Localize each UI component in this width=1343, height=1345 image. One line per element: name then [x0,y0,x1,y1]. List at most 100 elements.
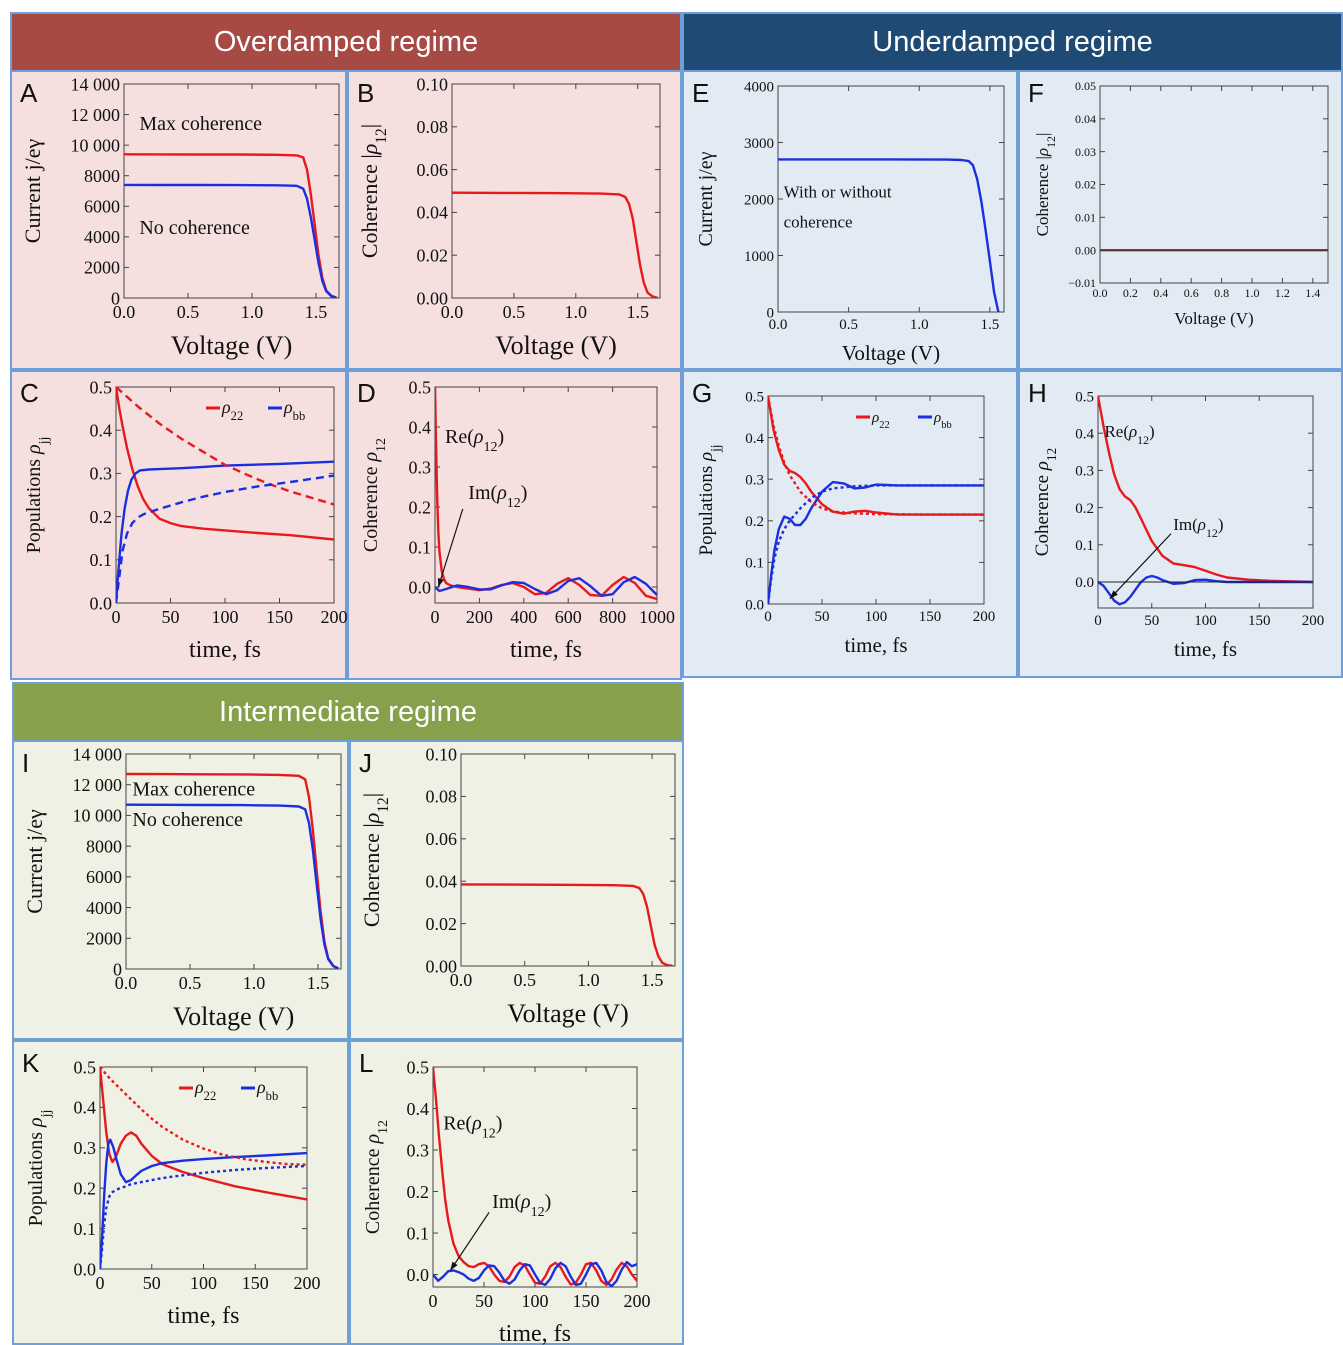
x-tick-label: 200 [973,609,996,625]
y-tick-label: 8000 [84,166,120,186]
y-tick-label: 4000 [84,227,120,247]
y-tick-label: 14 000 [71,74,121,94]
y-tick-label: 0 [767,305,775,321]
chart-F: 0.0 0.2 0.4 0.6 0.8 1.0 1.2 1.4 −0.01 0.00 0.01 0.0… [1033,79,1329,328]
y-tick-label: 0.4 [745,431,764,447]
chart-A: 0.0 0.5 1.0 1.5 0 2000 4000 6000 8000 10 000 12 00… [20,74,340,360]
y-axis-label: Current j/eγ [695,151,717,246]
annotation: Im(ρ12) [1173,515,1223,540]
x-tick-label: 100 [212,607,239,627]
series-group [452,191,658,298]
x-axis-label: Voltage (V) [1174,309,1253,328]
y-tick-label: 0 [111,288,120,308]
y-axis-label: Populations ρjj [25,1110,54,1227]
x-axis-label: time, fs [189,637,261,663]
y-tick-label: 0.00 [417,288,449,308]
y-tick-label: 0.0 [90,593,113,613]
legend-entry: ρ22 [871,410,890,431]
x-axis-label: Voltage (V) [507,999,629,1028]
panel-D: D 0 200 400 600 800 1000 0.0 0.1 0.2 0.3 0.4 0.5 time… [347,370,682,680]
y-tick-label: 0.2 [745,514,764,530]
annotation: With or without [784,182,892,201]
x-tick-label: 150 [242,1273,269,1293]
y-tick-label: 0.3 [74,1138,97,1158]
series-line-0 [1098,395,1313,584]
panel-label-B: B [357,78,375,108]
y-tick-label: −0.01 [1068,276,1096,290]
x-tick-label: 1000 [639,607,675,627]
x-tick-label: 1.2 [1275,286,1290,300]
x-tick-label: 200 [321,607,348,627]
y-tick-label: 0.4 [409,417,432,437]
panel-I: I 0.0 0.5 1.0 1.5 0 2000 4000 6000 8000 10 000 12 0… [12,740,349,1040]
y-axis-label: Coherence ρ12 [1032,448,1059,556]
y-tick-label: 0.0 [745,597,764,613]
panel-label-K: K [22,1048,40,1078]
header-underdamped-title: Underdamped regime [872,25,1153,58]
y-axis-label: Coherence |ρ12| [359,793,392,927]
x-tick-label: 150 [1248,613,1271,629]
y-tick-label: 0.05 [1075,79,1096,93]
y-tick-label: 0.1 [407,1223,430,1243]
series-line-0 [778,158,1000,312]
y-tick-label: 0.4 [407,1099,430,1119]
y-tick-label: 4000 [86,898,122,918]
y-tick-label: 0.1 [74,1219,97,1239]
x-tick-label: 1.5 [626,302,649,322]
y-tick-label: 0.5 [407,1057,430,1077]
x-axis-label: time, fs [1174,637,1237,661]
y-tick-label: 0.0 [409,577,432,597]
x-tick-label: 0 [1094,613,1102,629]
series-line-3 [768,484,984,604]
series-line-0 [116,386,334,541]
x-tick-label: 1.0 [910,317,929,333]
chart-E: 0.0 0.5 1.0 1.5 0 1000 2000 3000 4000 Voltage (V)… [695,79,1005,365]
x-tick-label: 150 [919,609,942,625]
x-tick-label: 50 [815,609,830,625]
x-tick-label: 0.8 [1214,286,1229,300]
series-group [100,1066,307,1269]
x-tick-label: 0.0 [450,970,473,990]
x-axis-label: Voltage (V) [842,341,940,365]
x-tick-label: 0.4 [1153,286,1168,300]
y-tick-label: 0.0 [74,1259,97,1279]
annotation: coherence [784,212,853,231]
annotation: Im(ρ12) [468,482,527,511]
y-tick-label: 0.5 [74,1057,97,1077]
y-axis-label: Current j/eγ [20,139,45,244]
series-group [116,386,334,603]
arrow-head [437,578,444,587]
series-group [124,153,337,298]
y-tick-label: 0.08 [426,787,458,807]
y-tick-label: 0.10 [417,74,449,94]
panel-E: E 0.0 0.5 1.0 1.5 0 1000 2000 3000 4000 Voltage (V… [682,70,1018,370]
panel-J: J 0.0 0.5 1.0 1.5 0.00 0.02 0.04 0.06 0.08 0.10 Vol… [349,740,684,1040]
x-tick-label: 50 [475,1291,493,1311]
x-tick-label: 0.5 [839,317,858,333]
x-tick-label: 1.0 [1245,286,1260,300]
series-line-0 [126,772,339,969]
panel-G: G 0 50 100 150 200 0.0 0.1 0.2 0.3 0.4 0.5 time, fs P… [682,370,1018,678]
legend-entry: ρbb [933,410,952,431]
y-tick-label: 0.5 [745,389,764,405]
x-tick-label: 0.0 [113,302,136,322]
y-axis-label: Coherence ρ12 [362,1120,391,1234]
x-tick-label: 800 [599,607,626,627]
y-tick-label: 0.3 [90,464,113,484]
series-group [433,1066,637,1287]
y-tick-label: 0.1 [1075,538,1094,554]
y-tick-label: 10 000 [71,135,121,155]
series-group [461,883,673,966]
y-tick-label: 0.2 [1075,501,1094,517]
x-tick-label: 1.5 [307,973,330,993]
x-axis-label: Voltage (V) [171,331,293,360]
panel-A: A 0.0 0.5 1.0 1.5 0 2000 4000 6000 8000 10 000 12 0… [10,70,347,370]
series-group [1098,395,1313,606]
y-tick-label: 12 000 [71,105,121,125]
y-tick-label: 1000 [744,249,774,265]
x-tick-label: 150 [266,607,293,627]
panel-label-C: C [20,378,39,408]
series-line-1 [124,183,337,298]
series-line-1 [116,460,334,603]
x-tick-label: 1.0 [243,973,266,993]
